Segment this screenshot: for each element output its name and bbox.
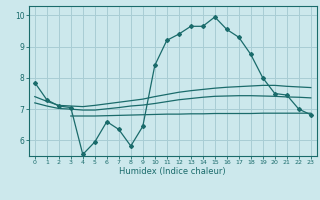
X-axis label: Humidex (Indice chaleur): Humidex (Indice chaleur) <box>119 167 226 176</box>
